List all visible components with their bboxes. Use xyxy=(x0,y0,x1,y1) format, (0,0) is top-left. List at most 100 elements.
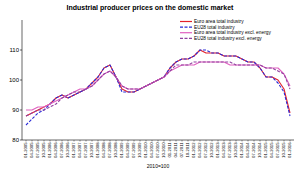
y-tick-label: 90 xyxy=(12,107,19,113)
x-tick-label: 01-2013 xyxy=(215,142,220,158)
x-tick xyxy=(206,140,207,142)
x-tick-label: 04-2011 xyxy=(173,142,178,158)
x-tick xyxy=(80,140,81,142)
x-tick xyxy=(236,140,237,142)
y-tick-label: 110 xyxy=(9,47,19,53)
x-tick xyxy=(38,140,39,142)
x-tick-label: 10-2010 xyxy=(161,142,166,158)
x-tick-label: 04-2014 xyxy=(245,142,250,158)
x-tick xyxy=(68,140,69,142)
x-tick xyxy=(164,140,165,142)
legend: Euro area total industryEU28 total indus… xyxy=(180,19,271,41)
series-line xyxy=(26,62,290,110)
x-tick xyxy=(200,140,201,142)
legend-label: Euro area total industry xyxy=(194,19,244,24)
x-tick xyxy=(230,140,231,142)
x-tick-label: 10-2007 xyxy=(89,142,94,158)
x-tick xyxy=(56,140,57,142)
y-tick-label: 80 xyxy=(12,137,19,143)
x-tick xyxy=(194,140,195,142)
series-line xyxy=(26,62,290,116)
x-tick-label: 07-2005 xyxy=(35,142,40,158)
legend-swatch xyxy=(180,21,192,22)
x-tick xyxy=(140,140,141,142)
x-tick xyxy=(212,140,213,142)
x-tick-label: 10-2005 xyxy=(41,142,46,158)
x-tick-label: 01-2014 xyxy=(239,142,244,158)
x-tick-label: 01-2009 xyxy=(119,142,124,158)
x-tick xyxy=(134,140,135,142)
x-tick-label: 01-2007 xyxy=(71,142,76,158)
x-tick xyxy=(26,140,27,142)
legend-swatch xyxy=(180,27,192,28)
x-tick xyxy=(224,140,225,142)
x-tick-label: 04-2006 xyxy=(53,142,58,158)
title: Industrial producer prices on the domest… xyxy=(67,4,235,12)
x-tick-label: 04-2008 xyxy=(101,142,106,158)
x-tick-label: 04-2015 xyxy=(269,142,274,158)
x-tick-label: 07-2007 xyxy=(83,142,88,158)
x-tick-label: 01-2005 xyxy=(23,142,28,158)
x-tick xyxy=(182,140,183,142)
y-tick xyxy=(20,110,22,111)
legend-swatch xyxy=(180,38,192,39)
x-tick xyxy=(218,140,219,142)
x-tick-label: 01-2008 xyxy=(95,142,100,158)
legend-swatch xyxy=(180,32,192,33)
x-tick xyxy=(104,140,105,142)
x-tick xyxy=(74,140,75,142)
x-tick xyxy=(170,140,171,142)
x-tick-label: 07-2009 xyxy=(131,142,136,158)
x-tick-label: 07-2008 xyxy=(107,142,112,158)
x-tick xyxy=(116,140,117,142)
x-tick xyxy=(260,140,261,142)
x-tick xyxy=(254,140,255,142)
x-axis-label: 2010=100 xyxy=(147,163,170,169)
x-tick xyxy=(152,140,153,142)
x-tick-label: 04-2009 xyxy=(125,142,130,158)
x-tick xyxy=(44,140,45,142)
x-tick-label: 10-2012 xyxy=(209,142,214,158)
y-tick xyxy=(20,50,22,51)
x-tick-label: 04-2005 xyxy=(29,142,34,158)
series-line xyxy=(26,50,290,116)
plot-area xyxy=(26,50,290,125)
x-tick-label: 01-2012 xyxy=(191,142,196,158)
x-tick xyxy=(122,140,123,142)
x-tick-label: 10-2011 xyxy=(185,142,190,158)
x-tick-label: 04-2013 xyxy=(221,142,226,158)
x-tick-label: 07-2011 xyxy=(179,142,184,158)
x-tick xyxy=(176,140,177,142)
x-tick-label: 07-2010 xyxy=(155,142,160,158)
x-tick xyxy=(158,140,159,142)
x-tick xyxy=(248,140,249,142)
x-tick xyxy=(284,140,285,142)
x-tick xyxy=(242,140,243,142)
x-tick-label: 04-2012 xyxy=(197,142,202,158)
x-tick xyxy=(128,140,129,142)
x-tick-label: 07-2014 xyxy=(251,142,256,158)
x-tick xyxy=(272,140,273,142)
x-tick xyxy=(62,140,63,142)
y-tick xyxy=(20,80,22,81)
x-tick-label: 07-2012 xyxy=(203,142,208,158)
x-tick xyxy=(278,140,279,142)
x-tick-label: 10-2013 xyxy=(233,142,238,158)
x-tick xyxy=(146,140,147,142)
legend-label: Euro area total industry excl. energy xyxy=(194,30,271,35)
x-tick-label: 04-2010 xyxy=(149,142,154,158)
x-tick xyxy=(32,140,33,142)
series-line xyxy=(26,50,290,125)
chart-root: Industrial producer prices on the domest… xyxy=(0,0,300,171)
x-axis xyxy=(22,140,294,141)
x-tick xyxy=(110,140,111,142)
y-tick-label: 100 xyxy=(9,77,20,83)
x-tick-label: 10-2014 xyxy=(257,142,262,158)
y-tick xyxy=(20,140,22,141)
x-tick-label: 10-2009 xyxy=(137,142,142,158)
x-tick-label: 10-2008 xyxy=(113,142,118,158)
x-tick-label: 07-2013 xyxy=(227,142,232,158)
x-tick-label: 10-2015 xyxy=(281,142,286,158)
x-tick xyxy=(86,140,87,142)
x-tick xyxy=(98,140,99,142)
